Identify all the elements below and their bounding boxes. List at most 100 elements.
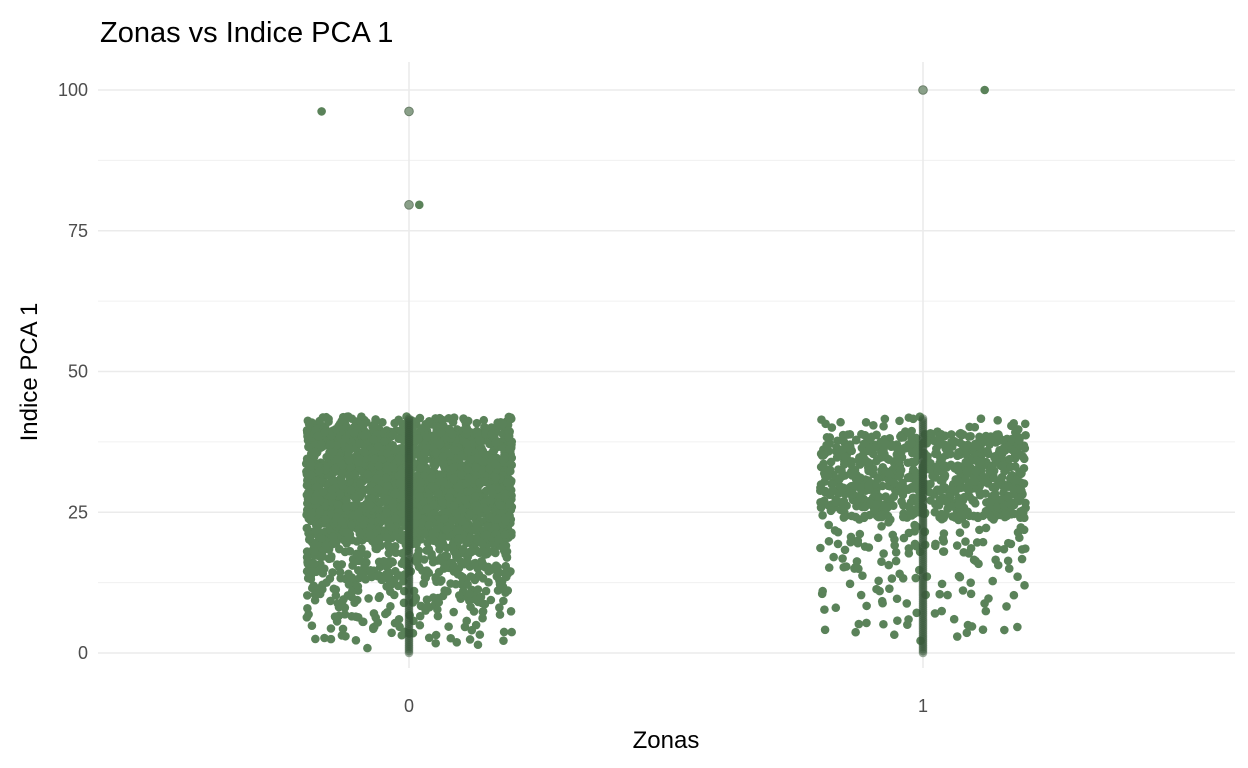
data-point [347,520,356,530]
x-tick-label: 0 [404,696,414,716]
data-point [833,539,843,549]
data-point [469,559,479,568]
data-point [1002,602,1011,611]
data-point [437,575,446,585]
data-point [476,592,486,602]
data-point [1020,419,1030,429]
data-point [975,432,984,442]
data-point [415,611,425,621]
data-point [328,476,338,485]
data-point [851,627,860,637]
data-point [326,596,335,606]
data-point [831,603,841,613]
data-point [500,530,510,539]
data-point [370,536,379,546]
data-point [461,439,471,448]
data-point [353,586,363,595]
data-point [964,549,974,558]
data-point [464,473,473,483]
data-point [422,602,431,612]
data-point [877,522,886,531]
data-point [461,425,471,434]
data-point [816,462,826,472]
data-point [911,477,921,487]
data-point [355,439,365,449]
data-point [992,502,1001,512]
data-point [888,530,898,540]
data-point [878,598,887,608]
data-point [978,625,988,634]
data-point [395,622,404,632]
data-point [424,568,434,578]
data-point [393,581,403,591]
data-point [448,516,457,525]
data-point [1020,581,1029,590]
data-point [946,484,956,494]
data-point [902,599,912,608]
data-point [375,592,384,601]
data-point [879,422,888,431]
data-point [326,634,336,644]
data-point [434,567,444,577]
data-point [966,578,975,587]
data-point [1019,513,1029,523]
data-point [318,413,328,422]
data-point [1003,556,1013,566]
data-point [481,586,491,596]
data-point [899,533,909,543]
data-point [1020,444,1030,453]
data-point [893,616,902,625]
data-point [454,525,464,535]
data-point [1004,564,1014,573]
data-point [850,465,860,475]
data-point [354,508,363,518]
data-point [873,474,883,484]
data-point [424,544,434,554]
data-point [471,463,481,472]
data-point [320,633,329,643]
data-point [816,543,825,553]
data-point [954,500,964,509]
data-point [909,465,918,474]
data-point [895,416,904,426]
data-point [397,532,406,541]
data-point [875,492,884,502]
data-point [433,489,443,498]
outlier-point [414,200,424,210]
data-point [444,622,453,631]
data-point [367,494,377,503]
data-point [460,622,470,632]
data-point [460,495,469,505]
data-point [416,463,426,473]
data-point [847,457,857,466]
data-point [884,518,893,527]
data-point [495,610,505,619]
data-point [862,618,871,628]
data-point [1013,622,1022,632]
data-point [952,632,962,641]
data-point [452,638,462,647]
data-point [473,585,483,594]
data-point [970,439,980,449]
data-point [1009,590,1019,600]
data-point [872,456,881,466]
data-point [366,566,375,575]
data-point [848,489,858,499]
data-point [344,533,353,543]
data-point [302,591,312,600]
data-point [859,513,869,523]
data-point [1007,434,1016,444]
data-point [465,596,474,605]
data-point [993,544,1002,553]
data-point [505,444,514,454]
data-point [382,532,392,542]
data-point [472,418,482,428]
data-point [891,548,901,557]
data-point [355,529,365,539]
data-point [967,622,977,631]
data-point [390,531,400,541]
data-point [441,551,450,560]
data-point [865,444,874,453]
data-point [358,617,367,627]
data-point [909,509,919,519]
